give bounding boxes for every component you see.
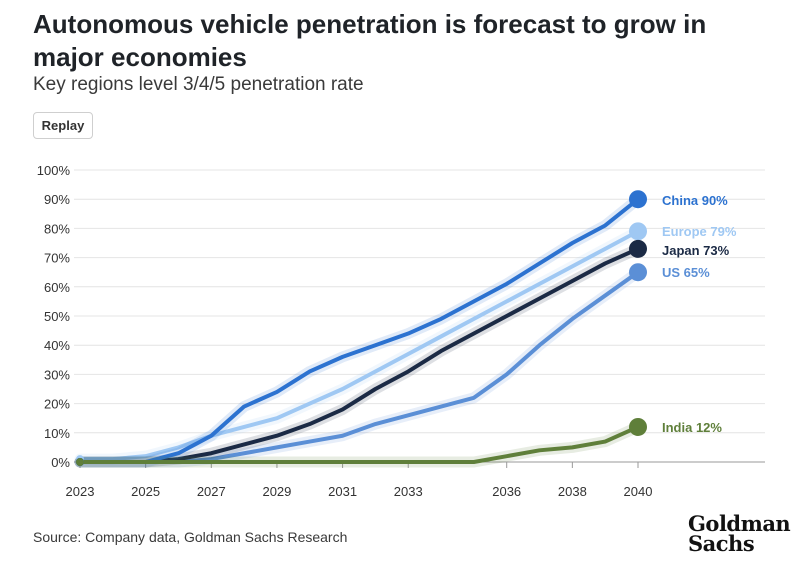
endpoint-marker-europe [629,222,647,241]
x-tick-label: 2038 [558,484,587,499]
series-label-europe: Europe 79% [662,224,737,239]
series-line-japan [78,246,640,464]
y-tick-label: 80% [44,221,70,236]
endpoint-marker-japan [629,239,647,258]
series-lines [74,193,644,468]
series-line-india [78,424,640,464]
y-tick-label: 50% [44,309,70,324]
series-label-india: India 12% [662,420,722,435]
y-tick-label: 90% [44,192,70,207]
logo-line-1: Goldman [688,511,791,536]
y-tick-label: 70% [44,251,70,266]
x-tick-label: 2036 [492,484,521,499]
x-axis-tick-labels: 2023 2025 2027 2029 2031 2033 2036 2038 2040 [66,484,653,499]
endpoint-marker-india [629,417,647,436]
series-line-china [78,197,640,464]
y-tick-label: 30% [44,367,70,382]
endpoint-marker-us [629,263,647,282]
goldman-sachs-logo: Goldman Sachs [688,511,791,556]
y-tick-label: 40% [44,338,70,353]
y-axis-tick-labels: 0% 10% 20% 30% 40% 50% 60% 70% 80% 90% 100% [37,163,71,470]
replay-button[interactable]: Replay [33,112,93,139]
series-line-europe [78,229,640,462]
x-tick-label: 2040 [624,484,653,499]
chart-title: Autonomous vehicle penetration is foreca… [33,9,707,72]
y-tick-label: 100% [37,163,71,178]
line-chart: 0%10%20%30%40%50%60%70%80%90%100% 2023 20… [37,163,765,499]
source-note: Source: Company data, Goldman Sachs Rese… [33,529,348,545]
y-tick-label: 0% [51,455,70,470]
series-label-japan: Japan 73% [662,243,730,258]
endpoint-marker-china [629,190,647,209]
x-tick-label: 2031 [328,484,357,499]
y-tick-label: 60% [44,280,70,295]
series-label-us: US 65% [662,265,710,280]
series-label-china: China 90% [662,193,728,208]
series-endpoints: Europe 79% US 65% Japan 73% China 90% India … [76,190,737,466]
start-marker-india [76,458,84,466]
logo-line-2: Sachs [688,531,755,556]
x-tick-label: 2033 [394,484,423,499]
x-tick-label: 2027 [197,484,226,499]
y-tick-label: 20% [44,397,70,412]
series-halo-us [74,266,644,468]
x-tick-label: 2029 [262,484,291,499]
x-tick-label: 2023 [66,484,95,499]
y-tick-label: 10% [44,426,70,441]
x-tick-label: 2025 [131,484,160,499]
chart-subtitle: Key regions level 3/4/5 penetration rate [33,74,364,95]
